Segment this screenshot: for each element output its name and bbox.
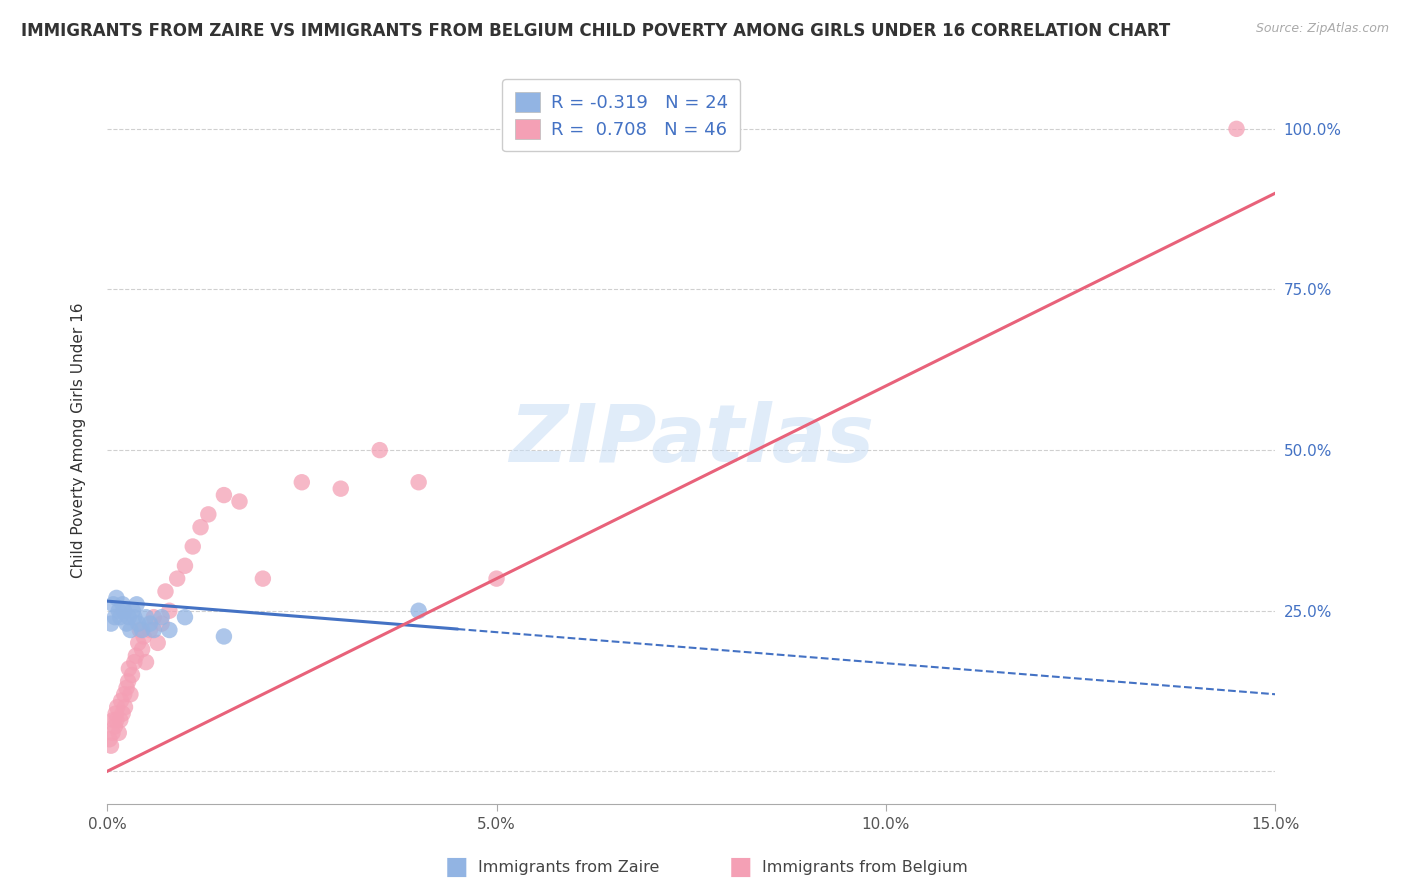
- Point: [139, 616, 162, 631]
- Point: [291, 475, 314, 490]
- Text: ■: ■: [730, 855, 752, 879]
- Point: [139, 623, 162, 637]
- Point: [100, 616, 122, 631]
- Text: Immigrants from Belgium: Immigrants from Belgium: [762, 860, 967, 874]
- Point: [135, 610, 157, 624]
- Text: Immigrants from Zaire: Immigrants from Zaire: [478, 860, 659, 874]
- Point: [110, 713, 132, 727]
- Point: [112, 687, 135, 701]
- Point: [110, 610, 132, 624]
- Point: [104, 719, 127, 733]
- Point: [131, 642, 153, 657]
- Point: [181, 540, 204, 554]
- Point: [111, 597, 134, 611]
- Point: [107, 604, 129, 618]
- Point: [115, 616, 138, 631]
- Point: [408, 475, 430, 490]
- Text: Source: ZipAtlas.com: Source: ZipAtlas.com: [1256, 22, 1389, 36]
- Point: [127, 616, 149, 631]
- Point: [118, 662, 141, 676]
- Point: [121, 604, 143, 618]
- Point: [157, 604, 180, 618]
- Point: [252, 572, 274, 586]
- Point: [105, 591, 128, 605]
- Point: [105, 713, 128, 727]
- Point: [118, 610, 141, 624]
- Point: [121, 668, 143, 682]
- Point: [104, 706, 127, 721]
- Point: [125, 648, 148, 663]
- Point: [125, 597, 148, 611]
- Point: [100, 739, 122, 753]
- Point: [190, 520, 212, 534]
- Point: [124, 610, 146, 624]
- Point: [1225, 121, 1247, 136]
- Point: [101, 726, 124, 740]
- Point: [150, 610, 173, 624]
- Point: [110, 694, 132, 708]
- Point: [124, 655, 146, 669]
- Point: [368, 443, 391, 458]
- Point: [103, 713, 125, 727]
- Point: [111, 706, 134, 721]
- Point: [212, 630, 235, 644]
- Point: [142, 610, 165, 624]
- Text: IMMIGRANTS FROM ZAIRE VS IMMIGRANTS FROM BELGIUM CHILD POVERTY AMONG GIRLS UNDER: IMMIGRANTS FROM ZAIRE VS IMMIGRANTS FROM…: [21, 22, 1170, 40]
- Point: [166, 572, 188, 586]
- Point: [107, 726, 129, 740]
- Point: [197, 508, 219, 522]
- Point: [142, 623, 165, 637]
- Point: [132, 630, 155, 644]
- Point: [212, 488, 235, 502]
- Y-axis label: Child Poverty Among Girls Under 16: Child Poverty Among Girls Under 16: [72, 302, 86, 578]
- Point: [127, 636, 149, 650]
- Text: ■: ■: [446, 855, 468, 879]
- Point: [120, 623, 142, 637]
- Point: [131, 623, 153, 637]
- Legend: R = -0.319   N = 24, R =  0.708   N = 46: R = -0.319 N = 24, R = 0.708 N = 46: [502, 79, 741, 152]
- Point: [120, 687, 142, 701]
- Point: [112, 604, 135, 618]
- Point: [115, 681, 138, 695]
- Point: [408, 604, 430, 618]
- Point: [117, 674, 139, 689]
- Point: [135, 655, 157, 669]
- Point: [485, 572, 508, 586]
- Point: [155, 584, 177, 599]
- Point: [98, 732, 121, 747]
- Point: [128, 623, 150, 637]
- Point: [146, 636, 169, 650]
- Point: [104, 610, 127, 624]
- Point: [150, 616, 173, 631]
- Point: [174, 558, 197, 573]
- Point: [114, 700, 136, 714]
- Text: ZIPatlas: ZIPatlas: [509, 401, 873, 480]
- Point: [105, 700, 128, 714]
- Point: [329, 482, 352, 496]
- Point: [228, 494, 250, 508]
- Point: [157, 623, 180, 637]
- Point: [174, 610, 197, 624]
- Point: [103, 597, 125, 611]
